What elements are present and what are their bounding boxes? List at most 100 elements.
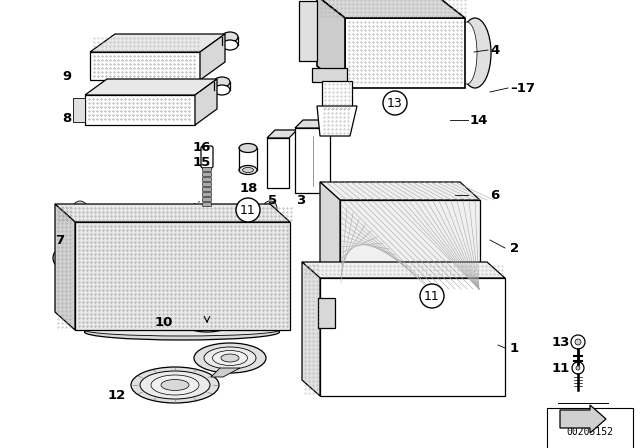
Circle shape bbox=[58, 253, 68, 263]
Circle shape bbox=[236, 198, 260, 222]
Ellipse shape bbox=[131, 367, 219, 403]
Polygon shape bbox=[267, 130, 297, 138]
Text: 14: 14 bbox=[470, 113, 488, 126]
FancyBboxPatch shape bbox=[202, 168, 211, 172]
FancyBboxPatch shape bbox=[202, 198, 211, 202]
Circle shape bbox=[360, 377, 370, 387]
Ellipse shape bbox=[243, 168, 253, 172]
Polygon shape bbox=[345, 18, 465, 88]
Ellipse shape bbox=[212, 350, 248, 366]
Polygon shape bbox=[211, 368, 240, 377]
Circle shape bbox=[78, 306, 102, 330]
Polygon shape bbox=[320, 182, 480, 200]
FancyBboxPatch shape bbox=[202, 182, 211, 186]
Text: 15: 15 bbox=[193, 155, 211, 168]
Circle shape bbox=[571, 335, 585, 349]
Text: 18: 18 bbox=[240, 181, 259, 194]
Text: 6: 6 bbox=[490, 189, 499, 202]
FancyBboxPatch shape bbox=[202, 202, 211, 207]
Ellipse shape bbox=[459, 18, 491, 88]
Text: 16: 16 bbox=[193, 141, 211, 154]
FancyBboxPatch shape bbox=[201, 146, 213, 168]
Circle shape bbox=[77, 205, 83, 211]
Polygon shape bbox=[85, 79, 217, 95]
Text: 11: 11 bbox=[552, 362, 570, 375]
Polygon shape bbox=[295, 120, 338, 128]
Polygon shape bbox=[90, 52, 200, 80]
Ellipse shape bbox=[161, 379, 189, 391]
Text: 11: 11 bbox=[424, 289, 440, 302]
Polygon shape bbox=[55, 204, 75, 330]
Ellipse shape bbox=[140, 371, 210, 399]
Text: 11: 11 bbox=[240, 203, 256, 216]
Polygon shape bbox=[85, 95, 195, 125]
Ellipse shape bbox=[151, 375, 199, 395]
Ellipse shape bbox=[457, 22, 477, 84]
Text: 3: 3 bbox=[296, 194, 305, 207]
Text: 13: 13 bbox=[552, 336, 570, 349]
Polygon shape bbox=[195, 79, 217, 125]
FancyBboxPatch shape bbox=[202, 188, 211, 191]
Ellipse shape bbox=[204, 347, 256, 369]
Text: 10: 10 bbox=[155, 315, 173, 328]
Polygon shape bbox=[299, 1, 317, 61]
Circle shape bbox=[73, 201, 87, 215]
Polygon shape bbox=[320, 182, 340, 290]
Ellipse shape bbox=[221, 354, 239, 362]
Ellipse shape bbox=[214, 77, 230, 87]
Text: 8: 8 bbox=[62, 112, 71, 125]
Polygon shape bbox=[317, 106, 357, 136]
Polygon shape bbox=[318, 298, 335, 328]
Text: 9: 9 bbox=[62, 69, 71, 82]
Ellipse shape bbox=[271, 151, 285, 165]
FancyBboxPatch shape bbox=[202, 193, 211, 197]
Circle shape bbox=[263, 306, 287, 330]
Ellipse shape bbox=[194, 343, 266, 373]
Text: 5: 5 bbox=[268, 194, 277, 207]
FancyBboxPatch shape bbox=[202, 172, 211, 177]
Circle shape bbox=[383, 91, 407, 115]
Polygon shape bbox=[55, 204, 290, 222]
Ellipse shape bbox=[274, 154, 282, 162]
FancyBboxPatch shape bbox=[202, 177, 211, 181]
Ellipse shape bbox=[203, 147, 211, 152]
Circle shape bbox=[576, 366, 580, 370]
Polygon shape bbox=[302, 262, 320, 396]
Circle shape bbox=[53, 248, 73, 268]
Text: 7: 7 bbox=[55, 233, 64, 246]
Text: 00205152: 00205152 bbox=[566, 427, 614, 437]
Circle shape bbox=[267, 205, 273, 211]
Circle shape bbox=[363, 380, 367, 384]
Polygon shape bbox=[320, 278, 505, 396]
Circle shape bbox=[450, 380, 454, 384]
Polygon shape bbox=[560, 405, 606, 433]
Text: 4: 4 bbox=[490, 43, 499, 56]
Circle shape bbox=[406, 380, 410, 384]
Ellipse shape bbox=[182, 312, 232, 332]
Polygon shape bbox=[340, 200, 480, 290]
Ellipse shape bbox=[189, 315, 225, 329]
Circle shape bbox=[575, 339, 581, 345]
Text: 13: 13 bbox=[387, 96, 403, 109]
Circle shape bbox=[447, 377, 457, 387]
Polygon shape bbox=[267, 138, 289, 188]
Circle shape bbox=[78, 222, 102, 246]
Ellipse shape bbox=[222, 40, 238, 50]
Circle shape bbox=[263, 201, 277, 215]
Text: –17: –17 bbox=[510, 82, 535, 95]
Circle shape bbox=[263, 222, 287, 246]
Circle shape bbox=[572, 362, 584, 374]
Circle shape bbox=[420, 284, 444, 308]
Circle shape bbox=[403, 377, 413, 387]
Polygon shape bbox=[317, 0, 345, 88]
Text: 12: 12 bbox=[108, 388, 126, 401]
Ellipse shape bbox=[239, 143, 257, 152]
Ellipse shape bbox=[214, 85, 230, 95]
Polygon shape bbox=[90, 34, 225, 52]
Polygon shape bbox=[312, 68, 347, 82]
Polygon shape bbox=[75, 222, 290, 330]
Text: 1: 1 bbox=[510, 341, 519, 354]
Polygon shape bbox=[302, 262, 505, 278]
Polygon shape bbox=[200, 34, 225, 80]
Polygon shape bbox=[317, 0, 465, 18]
